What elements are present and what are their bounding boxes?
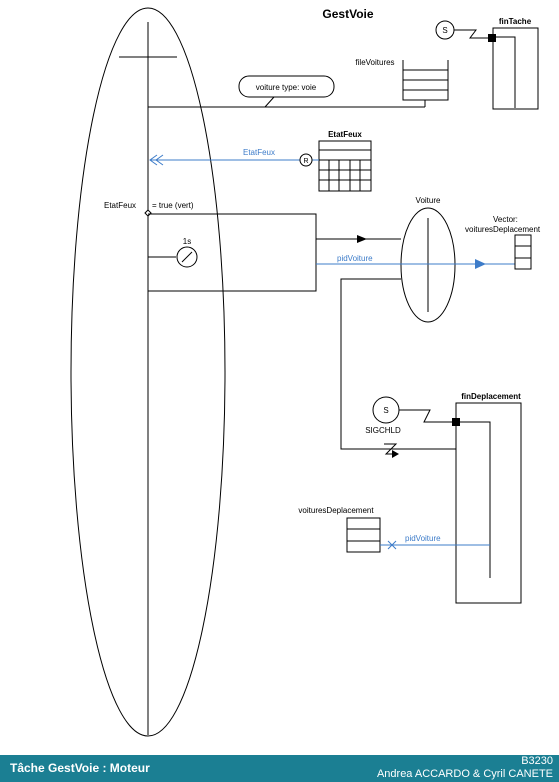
fin-deplacement-box bbox=[455, 402, 522, 604]
file-voitures-queue bbox=[402, 60, 449, 101]
fin-deplacement-inner-line bbox=[456, 421, 491, 578]
condition-diamond bbox=[144, 209, 152, 217]
etat-feux-read-r: R bbox=[303, 158, 308, 165]
sigchld-arrow bbox=[399, 409, 456, 423]
fin-deplacement-label: finDeplacement bbox=[461, 392, 521, 401]
pid-voiture-2-label: pidVoiture bbox=[405, 534, 441, 543]
sigchld-return-head bbox=[392, 450, 399, 458]
timer-label: 1s bbox=[183, 237, 191, 246]
task-ellipse bbox=[70, 7, 226, 737]
sigchld-label: SIGCHLD bbox=[365, 426, 401, 435]
voiture-type-text: voiture type: voie bbox=[256, 83, 317, 92]
etat-feux-title: EtatFeux bbox=[328, 130, 362, 139]
loop-return-path bbox=[340, 278, 456, 450]
vector-label-1: Vector: bbox=[493, 215, 518, 224]
loop-box bbox=[148, 213, 317, 292]
sigchld-s: S bbox=[383, 406, 388, 415]
etat-feux-memory bbox=[318, 140, 372, 192]
fin-tache-connector bbox=[488, 34, 496, 42]
timer-hand bbox=[181, 251, 193, 263]
fin-tache-signal-s: S bbox=[442, 26, 447, 35]
vector-box bbox=[514, 234, 532, 270]
footer-authors: Andrea ACCARDO & Cyril CANETE bbox=[376, 768, 553, 780]
footer-title: Tâche GestVoie : Moteur bbox=[10, 761, 150, 775]
fin-tache-inner-line bbox=[493, 36, 516, 108]
condition-var: EtatFeux bbox=[104, 201, 136, 210]
pid-voiture-arrowhead bbox=[475, 259, 486, 269]
vector-label-2: voituresDeplacement bbox=[465, 225, 541, 234]
voiture-type-connector bbox=[264, 96, 275, 108]
condition-value: = true (vert) bbox=[152, 201, 194, 210]
fin-tache-signal-arrow bbox=[454, 29, 492, 39]
voiture-create-arrow bbox=[357, 235, 367, 243]
diagram-canvas: GestVoie finTache S fileVoitures voiture… bbox=[70, 7, 541, 737]
pid-voiture-label: pidVoiture bbox=[337, 254, 373, 263]
diagram-title: GestVoie bbox=[322, 7, 373, 21]
footer-code: B3230 bbox=[521, 755, 553, 767]
fin-tache-label: finTache bbox=[499, 17, 532, 26]
fin-deplacement-connector bbox=[452, 418, 460, 426]
voiture-type-note bbox=[238, 75, 335, 98]
voiture-label: Voiture bbox=[416, 196, 441, 205]
etat-feux-read-icon bbox=[299, 153, 313, 167]
etat-feux-arrowhead bbox=[149, 154, 164, 166]
delete-x-icon bbox=[387, 540, 397, 550]
voitures-deplacement-box bbox=[346, 517, 381, 553]
file-voitures-label: fileVoitures bbox=[355, 58, 394, 67]
etat-feux-link-label: EtatFeux bbox=[243, 148, 275, 157]
footer-bar: Tâche GestVoie : Moteur B3230 Andrea ACC… bbox=[0, 755, 559, 782]
voitures-deplacement-label: voituresDeplacement bbox=[298, 506, 374, 515]
